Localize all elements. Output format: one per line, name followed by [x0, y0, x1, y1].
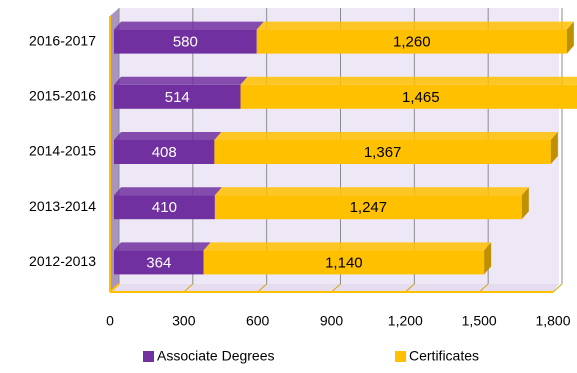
bar-front — [214, 140, 551, 164]
bar-front — [203, 250, 485, 275]
bar-top — [114, 21, 264, 30]
bar-segment — [114, 242, 211, 275]
value-label: 580 — [173, 34, 198, 51]
value-label: 408 — [152, 144, 177, 161]
bar-top — [214, 187, 529, 196]
bar-segment — [114, 187, 222, 220]
bar-segment — [256, 21, 574, 54]
x-tick-label: 1,200 — [388, 313, 423, 329]
bar-segment — [214, 187, 529, 220]
x-tick-label: 900 — [320, 313, 344, 329]
value-label: 410 — [152, 199, 177, 216]
floor — [110, 284, 559, 292]
legend-label: Associate Degrees — [157, 348, 275, 364]
y-tick-label: 2016-2017 — [29, 32, 96, 48]
floor-tick — [183, 283, 194, 293]
bar-top — [256, 21, 574, 30]
floor-tick — [257, 283, 267, 293]
bar-front — [114, 250, 204, 275]
x-tick-label: 600 — [246, 313, 270, 329]
floor-tick — [478, 283, 489, 293]
bar-segment — [114, 132, 222, 164]
bar-top — [114, 76, 248, 85]
bar-front — [114, 195, 215, 220]
bar-segment — [114, 76, 248, 109]
bar-front — [114, 84, 241, 109]
bar-side — [484, 242, 492, 275]
bar-front — [214, 195, 522, 220]
legend-swatch — [143, 351, 154, 362]
legend-label: Certificates — [409, 348, 479, 364]
bar-front — [256, 29, 567, 54]
value-label: 1,140 — [325, 254, 363, 271]
bar-front — [240, 84, 577, 109]
x-tick-label: 0 — [106, 313, 114, 329]
value-label: 1,367 — [364, 144, 402, 161]
bar-top — [240, 76, 577, 85]
legend-swatch — [395, 351, 406, 362]
floor-tick — [552, 283, 563, 293]
bar-segment — [240, 76, 577, 109]
x-tick-label: 1,500 — [462, 313, 497, 329]
bar-segment — [114, 21, 264, 54]
value-label: 1,260 — [393, 34, 431, 51]
y-tick-label: 2012-2013 — [29, 253, 96, 269]
bar-top — [114, 132, 222, 140]
value-label: 1,465 — [402, 89, 440, 106]
bar-segment — [203, 242, 492, 275]
bar-top — [203, 242, 492, 251]
bar-front — [114, 140, 215, 164]
value-label: 1,247 — [350, 199, 388, 216]
x-tick-label: 300 — [172, 313, 196, 329]
bar-segment — [214, 132, 558, 164]
y-tick-label: 2014-2015 — [29, 143, 96, 159]
axis-line — [109, 283, 120, 293]
y-tick-label: 2015-2016 — [29, 88, 96, 104]
floor-tick — [405, 283, 415, 293]
bar-side — [521, 187, 529, 220]
value-label: 514 — [165, 89, 190, 106]
bar-front — [114, 29, 257, 54]
x-tick-label: 1,800 — [535, 313, 570, 329]
bar-side — [566, 21, 574, 54]
y-tick-label: 2013-2014 — [29, 198, 96, 214]
floor-tick — [331, 283, 341, 293]
bar-side — [550, 132, 558, 164]
value-label: 364 — [146, 254, 171, 271]
bar-top — [114, 187, 222, 196]
bar-top — [214, 132, 558, 140]
bar-top — [114, 242, 211, 251]
